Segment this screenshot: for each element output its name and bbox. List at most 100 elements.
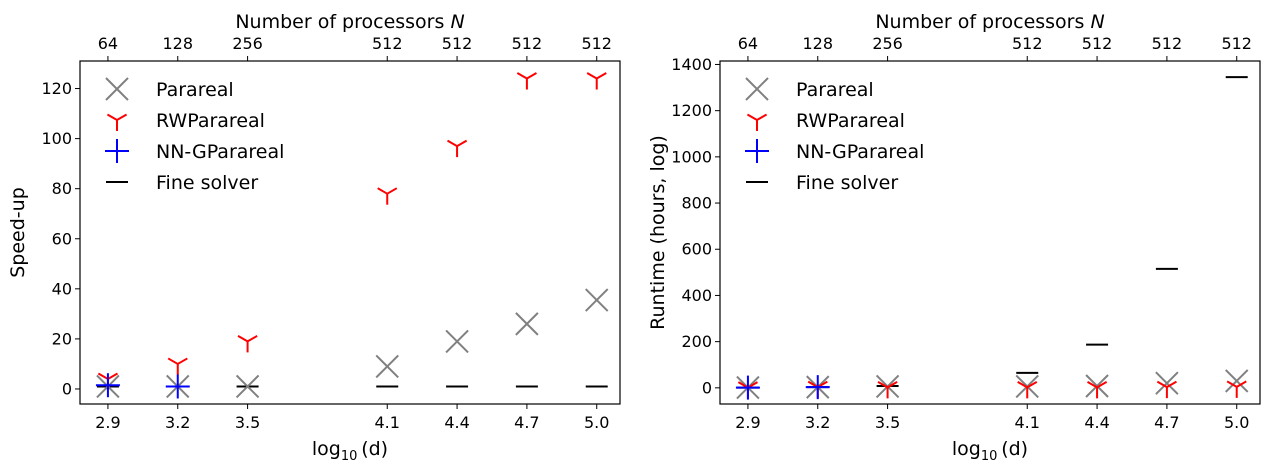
y-axis-label: Runtime (hours, log) xyxy=(647,135,669,330)
data-point-b xyxy=(1155,371,1179,395)
top-x-tick-label: 512 xyxy=(1152,34,1183,53)
y-tick-label: 40 xyxy=(52,279,72,298)
legend-label: RWParareal xyxy=(156,110,265,132)
y-tick-label: 0 xyxy=(62,379,72,398)
legend-marker-c xyxy=(116,113,128,121)
data-point-b xyxy=(235,374,260,399)
series-nn-gparareal xyxy=(95,373,190,399)
data-point-b xyxy=(1087,381,1098,389)
data-point-b xyxy=(516,72,528,80)
top-axis-label-text: Number of processors xyxy=(235,11,450,33)
legend-label: RWParareal xyxy=(796,110,905,132)
x-axis-label-sub: 10 xyxy=(981,449,998,464)
y-tick-label: 400 xyxy=(681,286,712,305)
top-axis-label-text: Number of processors xyxy=(875,11,1090,33)
top-x-tick-label: 512 xyxy=(512,34,543,53)
x-axis-label: log10 (d) xyxy=(952,438,1028,464)
top-x-tick-label: 256 xyxy=(872,34,903,53)
plot-frame xyxy=(719,60,1261,405)
legend-marker-b xyxy=(105,77,129,101)
x-tick-label: 2.9 xyxy=(735,413,760,432)
y-axis-label: Speed-up xyxy=(7,187,29,278)
x-tick-label: 2.9 xyxy=(95,413,120,432)
data-point-c xyxy=(1166,380,1177,389)
legend-label: Parareal xyxy=(796,79,874,101)
x-tick-label: 4.1 xyxy=(1015,413,1040,432)
data-point-b xyxy=(1156,380,1168,389)
top-x-tick-label: 128 xyxy=(802,34,833,53)
series-rwparareal xyxy=(97,72,607,390)
x-axis-label-arg: (d) xyxy=(357,438,388,460)
legend: Parareal RWParareal NN-GParareal Fine solve… xyxy=(745,77,924,194)
top-axis-label: Number of processors N xyxy=(875,11,1104,33)
x-axis-label-log: log xyxy=(312,438,341,460)
x-tick-label: 3.5 xyxy=(235,413,260,432)
x-tick-label: 5.0 xyxy=(1224,413,1249,432)
legend-marker-c xyxy=(756,113,768,121)
data-point-c xyxy=(247,335,258,343)
chart-panel-2: 2.9 3.2 3.5 4.1 4.4 4.7 5.0 64 128 256 512 512 512 51… xyxy=(647,11,1261,464)
top-x-tick-label: 64 xyxy=(738,34,758,53)
x-tick-label: 4.7 xyxy=(514,413,539,432)
top-x-tick-label: 512 xyxy=(581,34,612,53)
data-point-b xyxy=(877,381,889,389)
chart-panel-1: 2.9 3.2 3.5 4.1 4.4 4.7 5.0 64 128 256 512 512 512 51… xyxy=(7,11,621,464)
x-axis-label-arg: (d) xyxy=(997,438,1028,460)
y-tick-label: 1200 xyxy=(671,101,712,120)
legend-label: Fine solver xyxy=(156,172,258,194)
data-point-b xyxy=(377,187,388,195)
data-point-c xyxy=(386,187,398,195)
y-tick-label: 1400 xyxy=(671,55,712,74)
data-point-b xyxy=(1226,380,1238,388)
x-tick-label: 4.4 xyxy=(444,413,469,432)
top-axis-label-var: N xyxy=(450,11,464,33)
x-axis-label-sub: 10 xyxy=(341,449,358,464)
y-tick-label: 800 xyxy=(681,194,712,213)
x-tick-label: 4.1 xyxy=(375,413,400,432)
data-point-b xyxy=(445,329,469,354)
data-point-c xyxy=(526,72,537,80)
data-point-b xyxy=(515,312,539,336)
legend-label: Fine solver xyxy=(796,172,898,194)
data-point-c xyxy=(107,372,118,380)
y-tick-label: 120 xyxy=(41,79,72,98)
x-axis-label-log: log xyxy=(952,438,981,460)
top-x-tick-label: 512 xyxy=(1012,34,1043,53)
data-point-c xyxy=(596,72,607,80)
data-point-b xyxy=(1017,381,1028,389)
plot-frame xyxy=(79,60,621,405)
y-tick-label: 200 xyxy=(681,332,712,351)
data-point-b xyxy=(167,357,179,365)
series-nn-gparareal xyxy=(735,375,830,400)
x-tick-label: 4.7 xyxy=(1154,413,1179,432)
y-tick-label: 0 xyxy=(702,378,712,397)
top-x-tick-label: 512 xyxy=(1082,34,1113,53)
x-axis-label: log10 (d) xyxy=(312,438,388,464)
data-point-b xyxy=(585,288,609,312)
data-point-b xyxy=(1225,369,1249,393)
top-x-tick-label: 128 xyxy=(162,34,193,53)
x-tick-label: 3.5 xyxy=(875,413,900,432)
top-x-tick-label: 64 xyxy=(98,34,118,53)
top-axis-label-var: N xyxy=(1090,11,1104,33)
data-point-b xyxy=(375,354,399,379)
top-axis-label: Number of processors N xyxy=(235,11,464,33)
y-tick-label: 1000 xyxy=(671,147,712,166)
x-tick-label: 3.2 xyxy=(805,413,830,432)
y-tick-label: 600 xyxy=(681,240,712,259)
legend-label: NN-GParareal xyxy=(156,141,284,163)
top-x-tick-label: 256 xyxy=(232,34,263,53)
data-point-c xyxy=(1096,381,1108,389)
data-point-c xyxy=(1236,380,1247,388)
data-point-b xyxy=(237,335,249,343)
x-tick-label: 5.0 xyxy=(584,413,609,432)
series-parareal xyxy=(96,288,609,399)
y-tick-label: 60 xyxy=(52,229,72,248)
x-tick-label: 3.2 xyxy=(165,413,190,432)
data-point-c xyxy=(456,139,468,147)
data-point-c xyxy=(1026,381,1038,389)
data-point-c xyxy=(177,357,188,365)
legend-marker-b xyxy=(745,77,769,101)
y-tick-label: 80 xyxy=(52,179,72,198)
